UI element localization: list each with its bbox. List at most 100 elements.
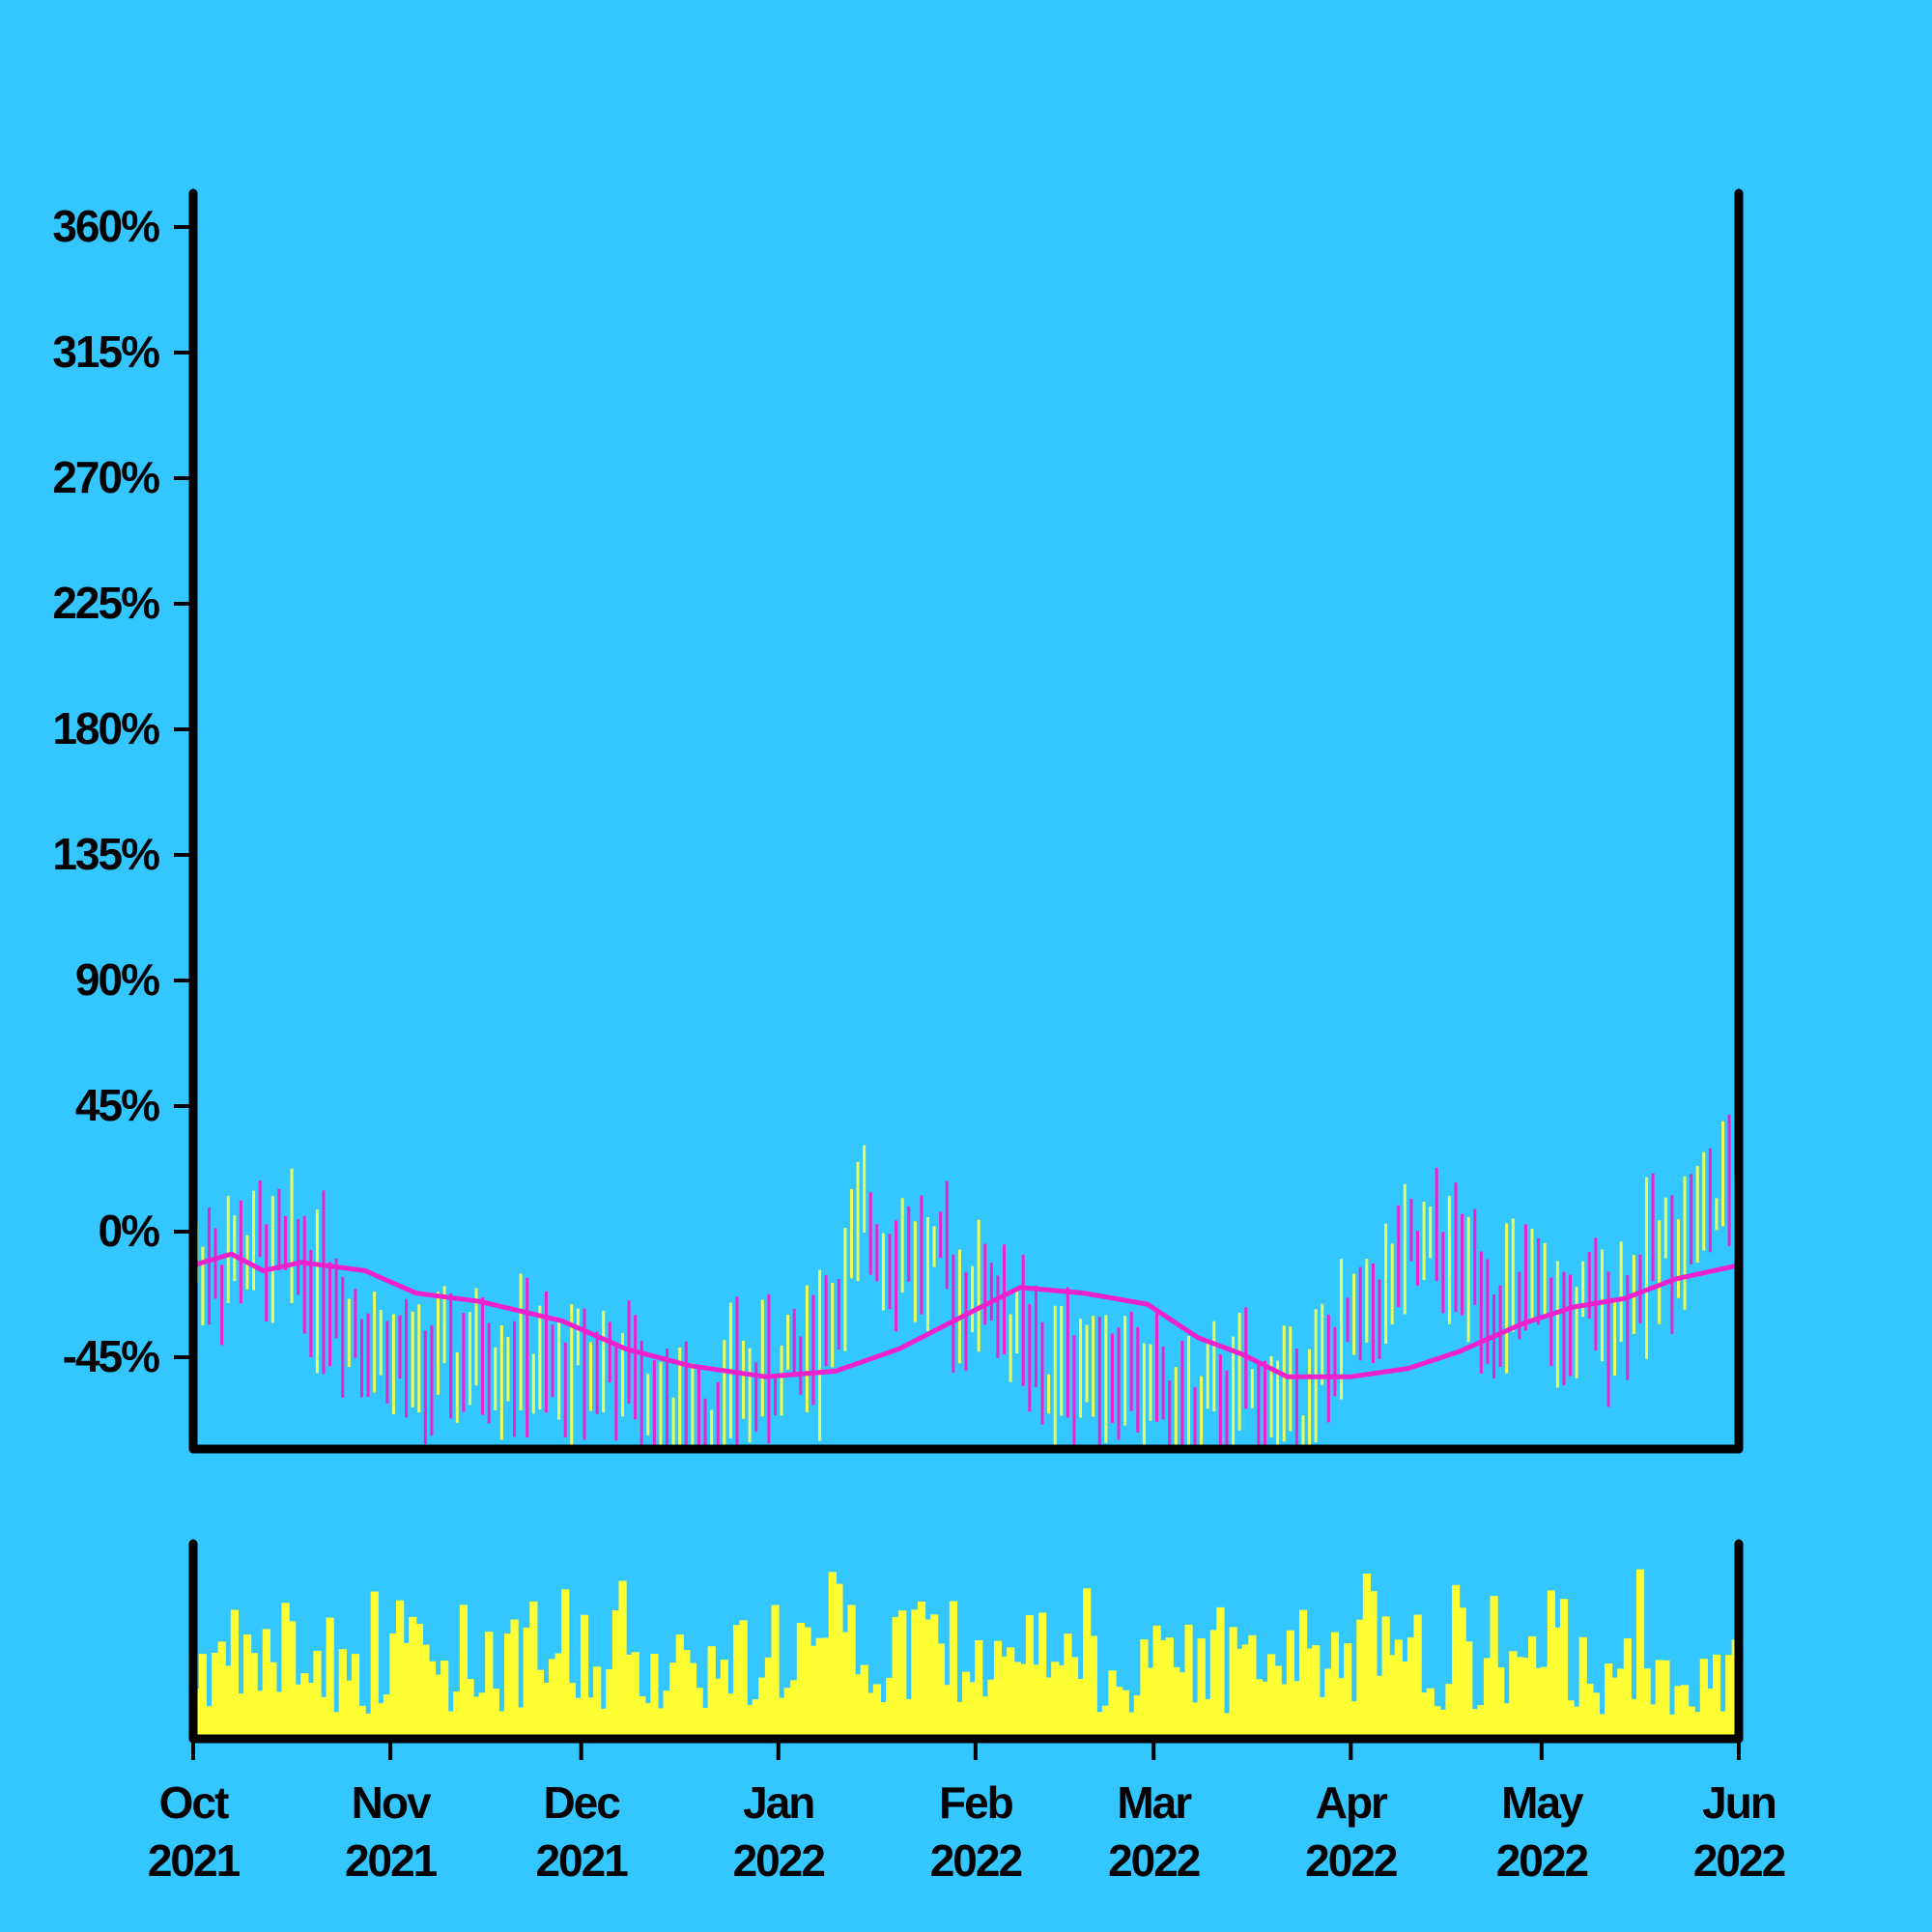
volume-bar	[529, 1601, 538, 1739]
volume-bar	[256, 1690, 265, 1739]
x-tick-label-month: Apr	[1316, 1777, 1388, 1828]
x-tick-label-year: 2021	[148, 1835, 241, 1886]
volume-bar	[1623, 1638, 1632, 1739]
y-tick-label: 180%	[52, 703, 159, 753]
volume-bar	[656, 1708, 666, 1739]
x-tick-label-year: 2022	[1496, 1835, 1588, 1886]
volume-bar	[1438, 1709, 1448, 1739]
volume-bar	[1216, 1606, 1225, 1739]
volume-bar	[809, 1645, 818, 1739]
volume-bar	[1578, 1636, 1587, 1739]
volume-bar	[860, 1664, 868, 1739]
volume-bar	[943, 1685, 952, 1739]
volume-bar	[1273, 1665, 1282, 1739]
volume-bar	[1559, 1599, 1569, 1739]
volume-bar	[269, 1662, 277, 1739]
volume-bar	[1204, 1698, 1212, 1739]
volume-bar	[1401, 1661, 1409, 1739]
volume-bar	[1064, 1634, 1072, 1739]
volume-bar	[1388, 1655, 1397, 1739]
volume-bar	[695, 1688, 703, 1739]
volume-bar	[1140, 1639, 1149, 1739]
volume-bar	[1044, 1677, 1053, 1739]
volume-bar	[650, 1654, 659, 1739]
x-tick-label-month: Feb	[939, 1777, 1013, 1828]
volume-bar	[549, 1659, 557, 1739]
volume-bar	[1254, 1679, 1264, 1739]
volume-bar	[1470, 1709, 1479, 1739]
volume-bar	[867, 1692, 875, 1739]
volume-bar	[510, 1619, 519, 1739]
volume-bar	[1286, 1630, 1295, 1739]
volume-bar	[606, 1669, 614, 1739]
volume-bar	[1337, 1678, 1346, 1739]
volume-bar	[1152, 1625, 1161, 1739]
volume-bar	[1222, 1713, 1232, 1739]
volume-bar	[574, 1697, 582, 1739]
volume-bar	[364, 1713, 373, 1739]
volume-bar	[611, 1609, 621, 1739]
volume-bar	[440, 1661, 449, 1739]
volume-bar	[968, 1682, 977, 1739]
y-tick-label: 45%	[75, 1080, 159, 1130]
volume-bar	[1261, 1681, 1269, 1739]
volume-bar	[1483, 1658, 1492, 1739]
volume-bar	[714, 1678, 723, 1739]
volume-bar	[1375, 1675, 1384, 1739]
volume-bar	[198, 1654, 208, 1739]
axes-layer: -45% 0% 45% 90% 135% 180% 225% 270% 315% 360% Oct 2…	[52, 188, 1787, 1886]
volume-bar	[1490, 1596, 1498, 1739]
volume-bar	[828, 1572, 837, 1739]
volume-bar	[402, 1642, 411, 1739]
volume-bar	[294, 1684, 302, 1739]
volume-bar	[1406, 1636, 1416, 1739]
y-tick-label: 360%	[52, 201, 159, 251]
x-tick-label-year: 2022	[1305, 1835, 1397, 1886]
volume-bar	[554, 1653, 563, 1739]
volume-bar	[1095, 1712, 1104, 1739]
volume-bar	[535, 1669, 545, 1739]
volume-bar	[1229, 1627, 1237, 1739]
volume-bar	[351, 1654, 360, 1739]
volume-bar	[217, 1641, 226, 1739]
volume-bar	[242, 1634, 252, 1739]
volume-bar	[1591, 1692, 1601, 1739]
volume-bar	[1312, 1645, 1321, 1739]
volume-bar	[459, 1605, 469, 1739]
volume-bar	[446, 1711, 455, 1739]
volume-bar	[1121, 1690, 1129, 1739]
volume-bar	[1681, 1685, 1690, 1739]
volume-bar	[1534, 1667, 1543, 1739]
volume-bar	[923, 1619, 932, 1739]
volume-bar	[1298, 1609, 1308, 1739]
volume-bar	[1458, 1607, 1466, 1739]
volume-bar	[955, 1701, 964, 1739]
x-tick-label-month: Nov	[352, 1777, 432, 1828]
volume-bar	[1635, 1569, 1645, 1739]
volume-bar	[503, 1633, 513, 1739]
volume-bar	[421, 1644, 430, 1739]
volume-bar	[879, 1702, 888, 1739]
volume-bar	[485, 1632, 494, 1739]
volume-bar	[1159, 1640, 1168, 1739]
volume-bar	[892, 1616, 900, 1739]
volume-bar	[847, 1605, 856, 1739]
volume-bar	[1267, 1654, 1276, 1739]
volume-bar	[497, 1711, 506, 1739]
volume-bar	[1241, 1644, 1250, 1739]
volume-bar	[638, 1695, 646, 1739]
volume-bar	[1674, 1686, 1683, 1739]
volume-bar	[1662, 1660, 1670, 1739]
volume-bar	[313, 1650, 322, 1739]
volume-bar	[949, 1601, 958, 1739]
x-tick-label-year: 2022	[1108, 1835, 1200, 1886]
y-tick-label: 315%	[52, 327, 159, 377]
volume-bar	[1362, 1573, 1372, 1739]
volume-bar	[205, 1706, 213, 1739]
y-tick-label: 270%	[52, 452, 159, 502]
y-tick-label: 0%	[99, 1206, 160, 1256]
volume-bar	[1012, 1662, 1021, 1739]
volume-bar	[663, 1690, 671, 1739]
